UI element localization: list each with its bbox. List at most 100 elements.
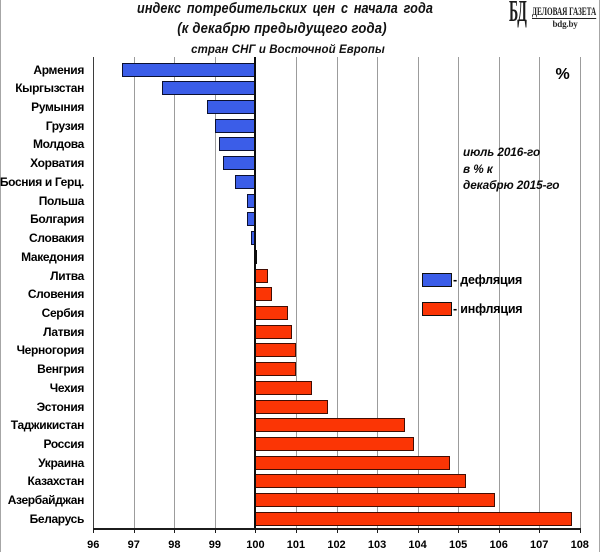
legend-swatch-deflation: [422, 273, 452, 287]
bar-inflation-15: [255, 324, 292, 339]
page-right-border: [598, 0, 600, 552]
bar-inflation-13: [255, 287, 272, 302]
bar-deflation-3: [206, 100, 256, 115]
x-tick-label-97: 97: [127, 539, 140, 551]
gridline-102: [336, 57, 338, 529]
category-label-10: Словакия: [29, 231, 84, 246]
gridline-108: [579, 57, 581, 529]
chart-title-line1: индекс потребительских цен с начала года: [137, 1, 433, 17]
axis-tick-100: [255, 528, 257, 533]
bar-deflation-2: [162, 81, 256, 96]
chart-title-line2: (к декабрю предыдущего года): [177, 21, 387, 37]
category-label-7: Босния и Герц.: [0, 174, 84, 189]
x-tick-label-105: 105: [448, 539, 468, 551]
axis-tick-105: [458, 528, 460, 533]
gridline-103: [377, 57, 379, 529]
annotation-line-1: июль 2016-го: [463, 145, 541, 159]
bar-inflation-20: [255, 418, 406, 433]
category-label-14: Сербия: [41, 305, 85, 320]
x-tick-label-100: 100: [246, 539, 265, 551]
gridline-101: [295, 57, 297, 529]
axis-tick-97: [133, 528, 135, 533]
category-label-24: Азербайджан: [7, 493, 85, 508]
category-label-1: Армения: [33, 62, 84, 77]
bar-inflation-22: [255, 455, 450, 470]
category-label-23: Казахстан: [27, 474, 85, 489]
bar-inflation-25: [255, 511, 572, 526]
axis-tick-107: [539, 528, 541, 533]
bar-deflation-6: [222, 156, 256, 171]
axis-tick-103: [377, 528, 379, 533]
category-label-13: Словения: [27, 287, 85, 302]
chart-title-line3: стран СНГ и Восточной Европы: [191, 42, 385, 56]
axis-tick-106: [498, 528, 500, 533]
baseline-100: [254, 57, 257, 529]
annotation-line-2: в % к: [463, 161, 493, 176]
x-tick-label-99: 99: [208, 539, 221, 551]
bar-inflation-16: [255, 343, 296, 358]
category-label-8: Польша: [38, 193, 85, 208]
bar-inflation-23: [255, 474, 467, 489]
x-tick-label-96: 96: [87, 539, 100, 551]
bar-inflation-17: [255, 362, 296, 377]
axis-unit-label: %: [555, 66, 570, 83]
axis-tick-101: [295, 528, 297, 533]
category-label-22: Украина: [38, 455, 84, 470]
category-label-3: Румыния: [31, 100, 84, 115]
x-tick-label-101: 101: [286, 539, 306, 551]
category-label-9: Болгария: [30, 212, 84, 227]
axis-left-border: [93, 57, 95, 529]
x-tick-label-108: 108: [570, 539, 589, 551]
gridline-105: [458, 57, 460, 529]
bar-inflation-24: [255, 493, 495, 508]
gridline-97: [133, 57, 135, 529]
category-label-2: Кыргызстан: [15, 81, 84, 96]
bdg-logo-name: ДЕЛОВАЯ ГАЗЕТА: [531, 3, 596, 19]
axis-tick-102: [336, 528, 338, 533]
gridline-106: [498, 57, 500, 529]
gridline-99: [214, 57, 216, 529]
bar-deflation-1: [121, 62, 256, 77]
bar-inflation-14: [255, 305, 288, 320]
category-label-19: Эстония: [36, 399, 85, 414]
x-tick-label-104: 104: [408, 539, 427, 551]
bar-deflation-4: [214, 118, 256, 133]
category-label-16: Черногория: [16, 343, 85, 358]
category-label-17: Венгрия: [37, 362, 84, 377]
x-axis-line: [92, 528, 581, 530]
bar-inflation-21: [255, 437, 414, 451]
x-tick-label-98: 98: [168, 539, 181, 551]
page-left-border: [0, 0, 1, 552]
category-label-18: Чехия: [49, 380, 85, 395]
gridline-104: [417, 57, 419, 529]
axis-tick-104: [417, 528, 419, 533]
bar-inflation-12: [255, 268, 268, 283]
legend-label-inflation: - инфляция: [453, 302, 523, 316]
x-tick-label-107: 107: [530, 539, 549, 551]
axis-tick-99: [214, 528, 216, 533]
category-label-5: Молдова: [32, 137, 84, 152]
bar-deflation-7: [235, 174, 256, 189]
bar-deflation-5: [218, 137, 256, 152]
category-label-11: Македония: [21, 249, 84, 264]
axis-tick-108: [579, 528, 581, 533]
annotation-line-3: декабрю 2015-го: [463, 178, 560, 192]
legend-label-deflation: - дефляция: [453, 273, 523, 287]
category-label-25: Беларусь: [29, 511, 85, 526]
category-label-12: Литва: [50, 268, 84, 283]
category-label-21: Россия: [43, 437, 84, 451]
x-tick-label-102: 102: [327, 539, 346, 551]
annotation-note: июль 2016-го в % к декабрю 2015-го: [463, 144, 560, 194]
axis-tick-98: [174, 528, 176, 533]
category-label-20: Таджикистан: [10, 418, 85, 433]
gridline-98: [174, 57, 176, 529]
bdg-logo-monogram: БД: [509, 0, 527, 28]
category-label-15: Латвия: [43, 324, 84, 339]
category-label-6: Хорватия: [30, 156, 84, 171]
category-label-4: Грузия: [45, 118, 85, 133]
bar-inflation-18: [255, 380, 313, 395]
bar-inflation-19: [255, 399, 329, 414]
axis-tick-96: [93, 528, 95, 533]
